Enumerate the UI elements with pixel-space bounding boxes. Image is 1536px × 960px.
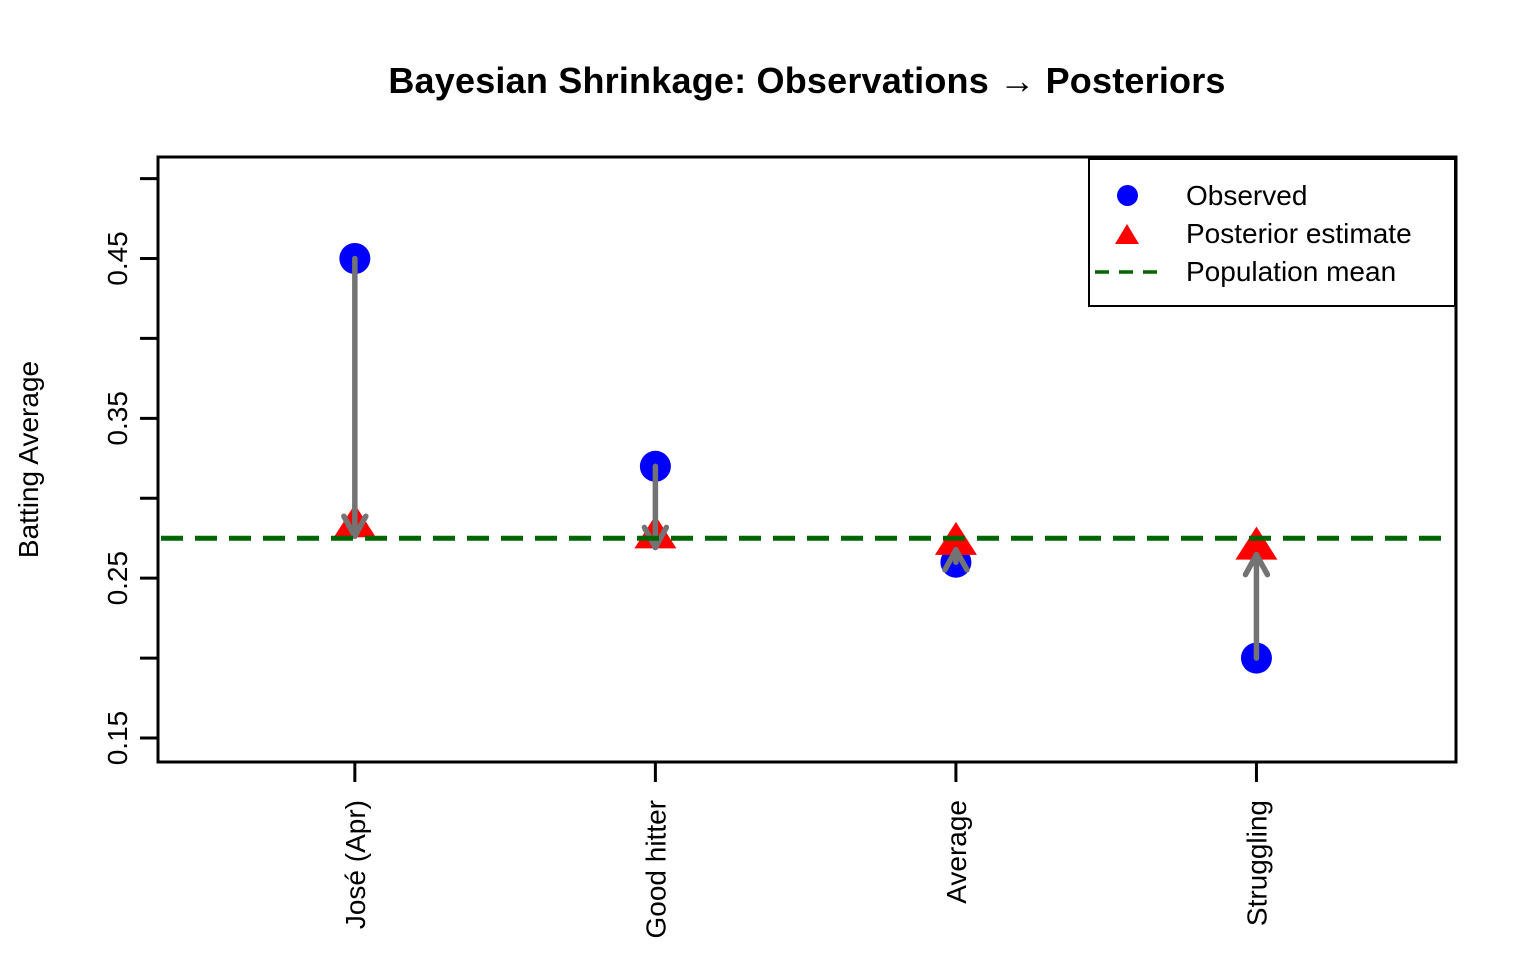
y-tick-label: 0.25 [102, 551, 133, 606]
x-category-label: Good hitter [640, 800, 671, 939]
arrow-segment [953, 547, 970, 573]
x-category-label: José (Apr) [340, 800, 371, 929]
legend-label-observed: Observed [1186, 179, 1308, 211]
y-axis-title: Batting Average [13, 361, 44, 558]
arrow-segment [341, 513, 358, 539]
plot-frame [156, 155, 1458, 764]
legend-item-observed: Observed [1090, 177, 1454, 215]
arrow-segment [1242, 551, 1260, 578]
posterior-point [1235, 526, 1278, 560]
chart-title: Bayesian Shrinkage: Observations → Poste… [388, 60, 1226, 101]
legend-box: Observed Posterior estimate Population m… [1088, 158, 1456, 307]
legend-label-posterior: Posterior estimate [1186, 217, 1412, 249]
posterior-triangle-icon [1090, 223, 1164, 244]
x-category-label: Average [941, 800, 972, 904]
legend-item-population-mean: Population mean [1090, 253, 1454, 291]
y-tick-label: 0.45 [102, 231, 133, 286]
y-tick-label: 0.15 [102, 711, 133, 766]
x-category-label: Struggling [1241, 800, 1272, 926]
arrow-segment [352, 513, 369, 539]
dashed-line-sample [1095, 269, 1159, 274]
observed-circle-icon [1090, 185, 1164, 206]
arrow-segment [652, 524, 670, 551]
shrinkage-arrow [942, 547, 970, 573]
legend-label-population-mean: Population mean [1186, 255, 1397, 287]
shrinkage-arrow [341, 255, 369, 539]
arrow-segment [942, 547, 959, 573]
shrinkage-arrow [1242, 551, 1271, 661]
arrow-segment [1253, 551, 1271, 578]
legend-item-posterior: Posterior estimate [1090, 215, 1454, 253]
dashed-line-icon [1090, 268, 1164, 276]
y-tick-label: 0.35 [102, 391, 133, 446]
